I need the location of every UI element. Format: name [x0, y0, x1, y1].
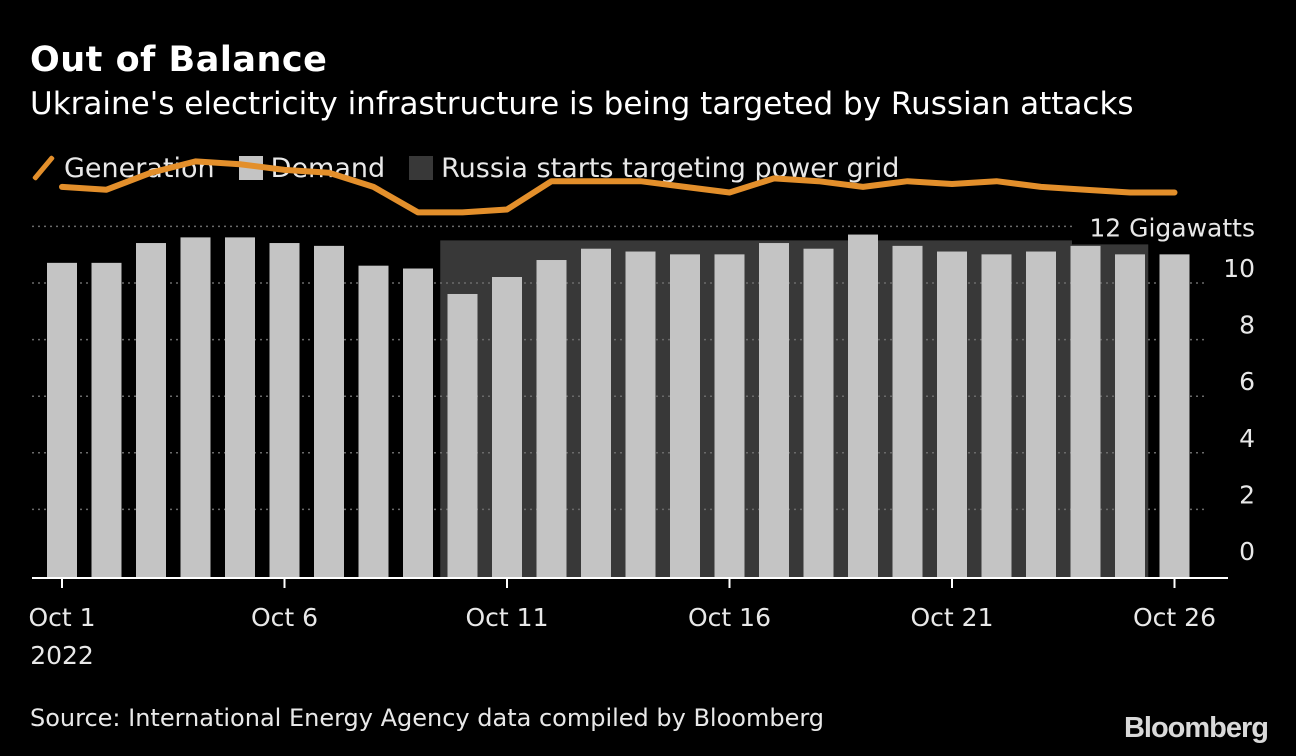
- demand-bar: [1070, 245, 1101, 578]
- y-tick-label: 8: [1239, 311, 1255, 340]
- x-tick-label: Oct 6: [251, 603, 318, 632]
- demand-bar: [803, 248, 834, 578]
- demand-bar: [981, 254, 1012, 579]
- x-tick-label: Oct 1: [28, 603, 95, 632]
- demand-bar: [1115, 254, 1145, 579]
- demand-bar: [1026, 251, 1056, 578]
- brand-logo: Bloomberg: [1123, 712, 1269, 744]
- demand-bar: [581, 248, 611, 578]
- demand-bar: [892, 245, 923, 578]
- demand-bar: [625, 251, 656, 578]
- shade-swatch-icon: [409, 156, 434, 180]
- x-tick-label: Oct 11: [466, 603, 549, 632]
- y-unit-label: 12 Gigawatts: [1089, 213, 1255, 242]
- chart-title: Out of Balance: [30, 40, 328, 80]
- y-tick-label: 6: [1239, 367, 1255, 396]
- unit-label-background: [1072, 210, 1262, 245]
- source-note: Source: International Energy Agency data…: [30, 704, 825, 732]
- demand-bar: [714, 254, 745, 579]
- y-tick-label: 10: [1223, 254, 1255, 283]
- demand-bar: [403, 268, 433, 578]
- demand-bar: [358, 265, 389, 578]
- y-tick-label: 0: [1239, 537, 1255, 566]
- generation-line: [59, 158, 1178, 216]
- demand-bar: [47, 262, 77, 578]
- x-tick-label: Oct 21: [911, 603, 994, 632]
- demand-bar: [269, 243, 300, 579]
- demand-bar: [670, 254, 700, 579]
- demand-bar: [447, 293, 478, 578]
- demand-bar: [180, 237, 211, 578]
- demand-bar: [225, 237, 255, 578]
- y-tick-label: 2: [1239, 480, 1255, 509]
- x-tick-label: Oct 16: [688, 603, 771, 632]
- demand-bar: [759, 243, 789, 579]
- demand-bar: [937, 251, 967, 578]
- demand-bar: [1159, 254, 1190, 579]
- x-tick-sublabel: 2022: [30, 641, 94, 670]
- legend-item-shade: Russia starts targeting power grid: [409, 153, 899, 184]
- x-tick-label: Oct 26: [1133, 603, 1216, 632]
- demand-bar: [848, 234, 878, 579]
- chart-plot: 0 2 4 6 8 10 12 Gigawatts Oct 1 2022 Oct 6 Oct 11…: [28, 158, 1262, 670]
- demand-bar: [136, 243, 166, 579]
- demand-bar: [492, 277, 522, 578]
- chart-subtitle: Ukraine's electricity infrastructure is …: [30, 86, 1134, 122]
- legend-shade-label: Russia starts targeting power grid: [441, 152, 900, 184]
- demand-bar: [536, 260, 567, 578]
- demand-bar: [314, 245, 344, 578]
- y-tick-label: 4: [1239, 424, 1255, 453]
- demand-bar: [91, 262, 122, 578]
